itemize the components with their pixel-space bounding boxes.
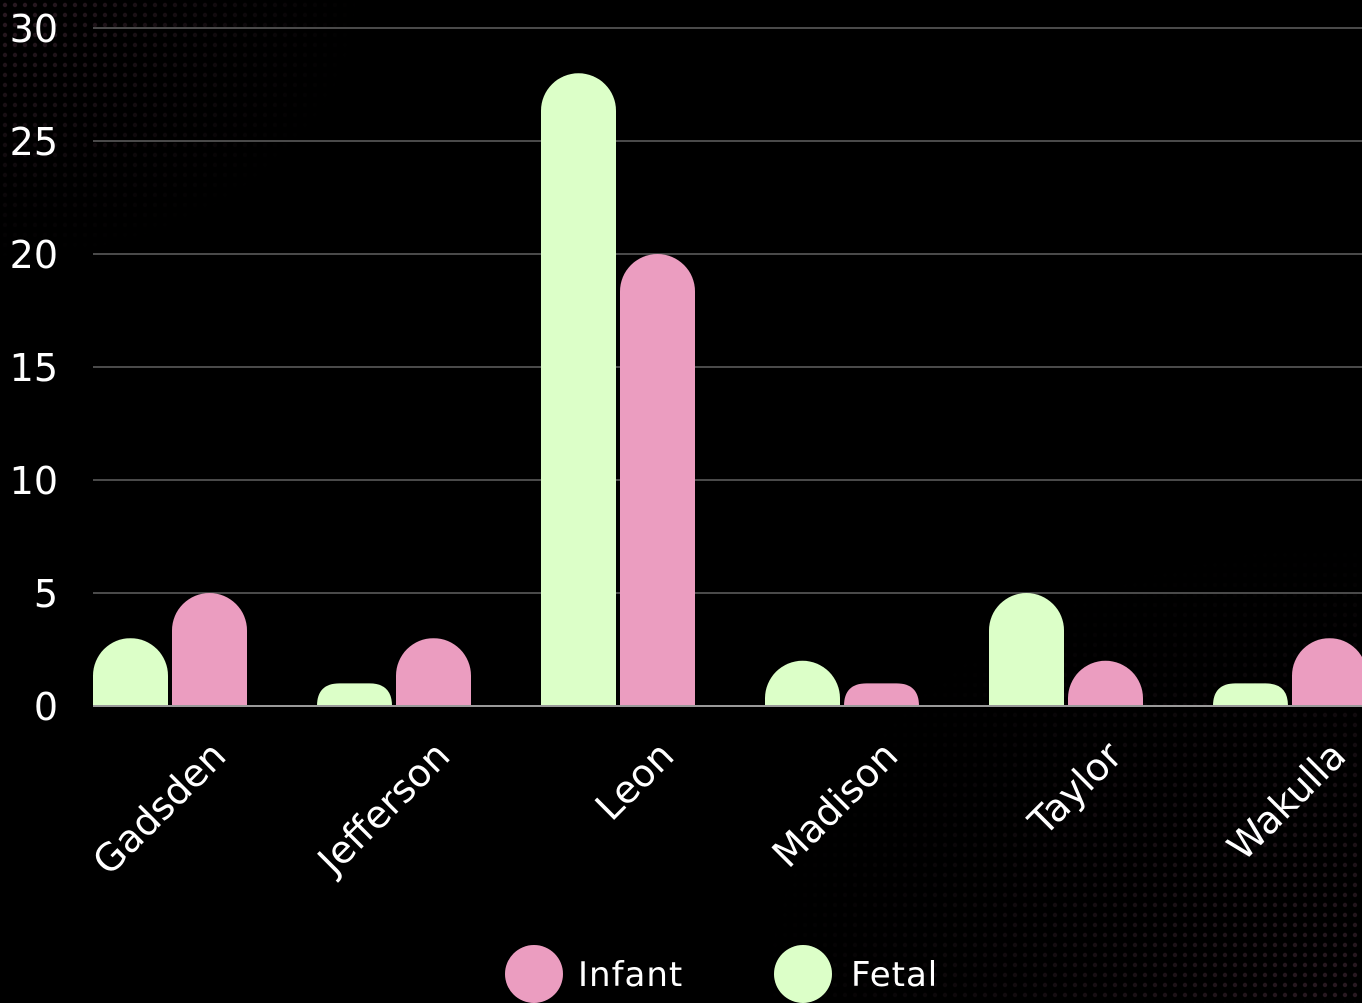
bars bbox=[93, 73, 1362, 707]
y-tick-label: 10 bbox=[10, 459, 58, 503]
bar-infant-taylor bbox=[1068, 660, 1143, 706]
gridlines bbox=[93, 27, 1362, 594]
bar-infant-jefferson bbox=[396, 638, 472, 706]
bar-infant-wakulla bbox=[1292, 638, 1362, 706]
bar-infant-madison bbox=[844, 683, 919, 706]
bar-fetal-leon bbox=[541, 73, 616, 706]
y-tick-label: 5 bbox=[34, 572, 58, 616]
y-tick-label: 30 bbox=[10, 7, 58, 51]
y-tick-label: 20 bbox=[10, 233, 58, 277]
legend: Infant Fetal bbox=[505, 945, 938, 1003]
y-tick-label: 25 bbox=[10, 120, 58, 164]
y-axis-ticks: 0 5 10 15 20 25 30 bbox=[10, 7, 58, 729]
bar-fetal-gadsden bbox=[93, 638, 168, 706]
bar-infant-gadsden bbox=[172, 593, 247, 706]
y-tick-label: 0 bbox=[34, 685, 58, 729]
x-tick-label: Jefferson bbox=[308, 733, 459, 884]
bar-fetal-wakulla bbox=[1213, 683, 1288, 706]
x-tick-label: Leon bbox=[587, 733, 683, 829]
legend-swatch-fetal bbox=[774, 945, 832, 1003]
legend-label-infant: Infant bbox=[578, 955, 683, 995]
x-tick-label: Gadsden bbox=[84, 733, 234, 883]
bar-fetal-taylor bbox=[989, 593, 1064, 706]
bar-fetal-madison bbox=[765, 660, 840, 706]
legend-label-fetal: Fetal bbox=[851, 955, 938, 995]
y-tick-label: 15 bbox=[10, 346, 58, 390]
bar-infant-leon bbox=[620, 254, 695, 707]
bar-fetal-jefferson bbox=[317, 683, 392, 706]
legend-swatch-infant bbox=[505, 945, 563, 1003]
